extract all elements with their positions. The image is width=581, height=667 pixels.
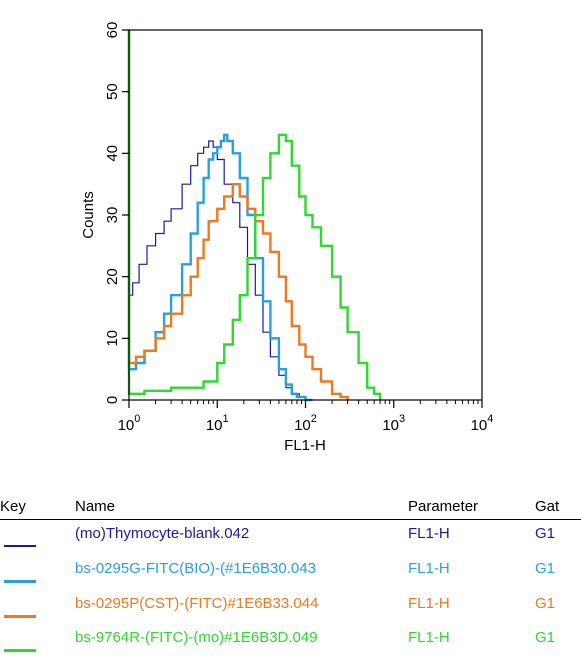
legend-row: bs-0295P(CST)-(FITC)#1E6B33.044 FL1-H G1 (0, 595, 581, 633)
y-tick-label: 30 (104, 207, 121, 224)
series-line (127, 30, 313, 402)
legend-parameter: FL1-H (408, 629, 450, 646)
legend-parameter: FL1-H (408, 595, 450, 612)
x-axis-label: FL1-H (284, 437, 326, 454)
legend-table: Key Name Parameter Gat (mo)Thymocyte-bla… (0, 489, 581, 664)
legend-key-swatch (4, 580, 36, 583)
legend-name: (mo)Thymocyte-blank.042 (75, 525, 250, 542)
legend-gate: G1 (535, 525, 556, 542)
legend-key-swatch (4, 615, 36, 618)
series-line (127, 30, 382, 400)
legend-header-gate: Gat (535, 498, 560, 515)
y-tick-label: 10 (104, 330, 121, 347)
legend-header-parameter: Parameter (408, 498, 479, 515)
legend-key-swatch (4, 545, 36, 547)
legend-row: bs-0295G-FITC(BIO)-(#1E6B30.043 FL1-H G1 (0, 560, 581, 598)
histogram-chart: 0 10 20 30 40 50 60 100 101 102 103 104 FL1-H Coun… (80, 22, 494, 454)
legend-name: bs-0295P(CST)-(FITC)#1E6B33.044 (75, 595, 319, 612)
legend-row: (mo)Thymocyte-blank.042 FL1-H G1 (0, 525, 581, 563)
legend-parameter: FL1-H (408, 560, 450, 577)
legend-gate: G1 (535, 595, 556, 612)
x-tick-label: 102 (294, 413, 317, 434)
legend-header-key: Key (0, 498, 26, 515)
y-tick-label: 0 (104, 396, 121, 404)
legend-row: bs-9764R-(FITC)-(mo)#1E6B3D.049 FL1-H G1 (0, 629, 581, 667)
legend-name: bs-9764R-(FITC)-(mo)#1E6B3D.049 (75, 629, 318, 646)
legend-gate: G1 (535, 560, 556, 577)
y-tick-label: 40 (104, 145, 121, 162)
y-axis-label: Counts (80, 191, 97, 239)
legend-header-rule (0, 519, 581, 520)
x-axis: 100 101 102 103 104 (118, 400, 494, 434)
x-tick-label: 103 (382, 413, 405, 434)
legend-header-name: Name (75, 498, 116, 515)
y-tick-label: 20 (104, 268, 121, 285)
y-tick-label: 50 (104, 83, 121, 100)
y-axis: 0 10 20 30 40 50 60 (104, 22, 129, 404)
x-tick-label: 101 (206, 413, 229, 434)
legend-parameter: FL1-H (408, 525, 450, 542)
y-tick-label: 60 (104, 22, 121, 39)
legend-name: bs-0295G-FITC(BIO)-(#1E6B30.043 (75, 560, 316, 577)
legend-key-swatch (4, 649, 36, 652)
x-tick-label: 100 (118, 413, 141, 434)
legend-gate: G1 (535, 629, 556, 646)
x-tick-label: 104 (471, 413, 494, 434)
series-line (127, 30, 349, 400)
series-layer (127, 30, 382, 402)
